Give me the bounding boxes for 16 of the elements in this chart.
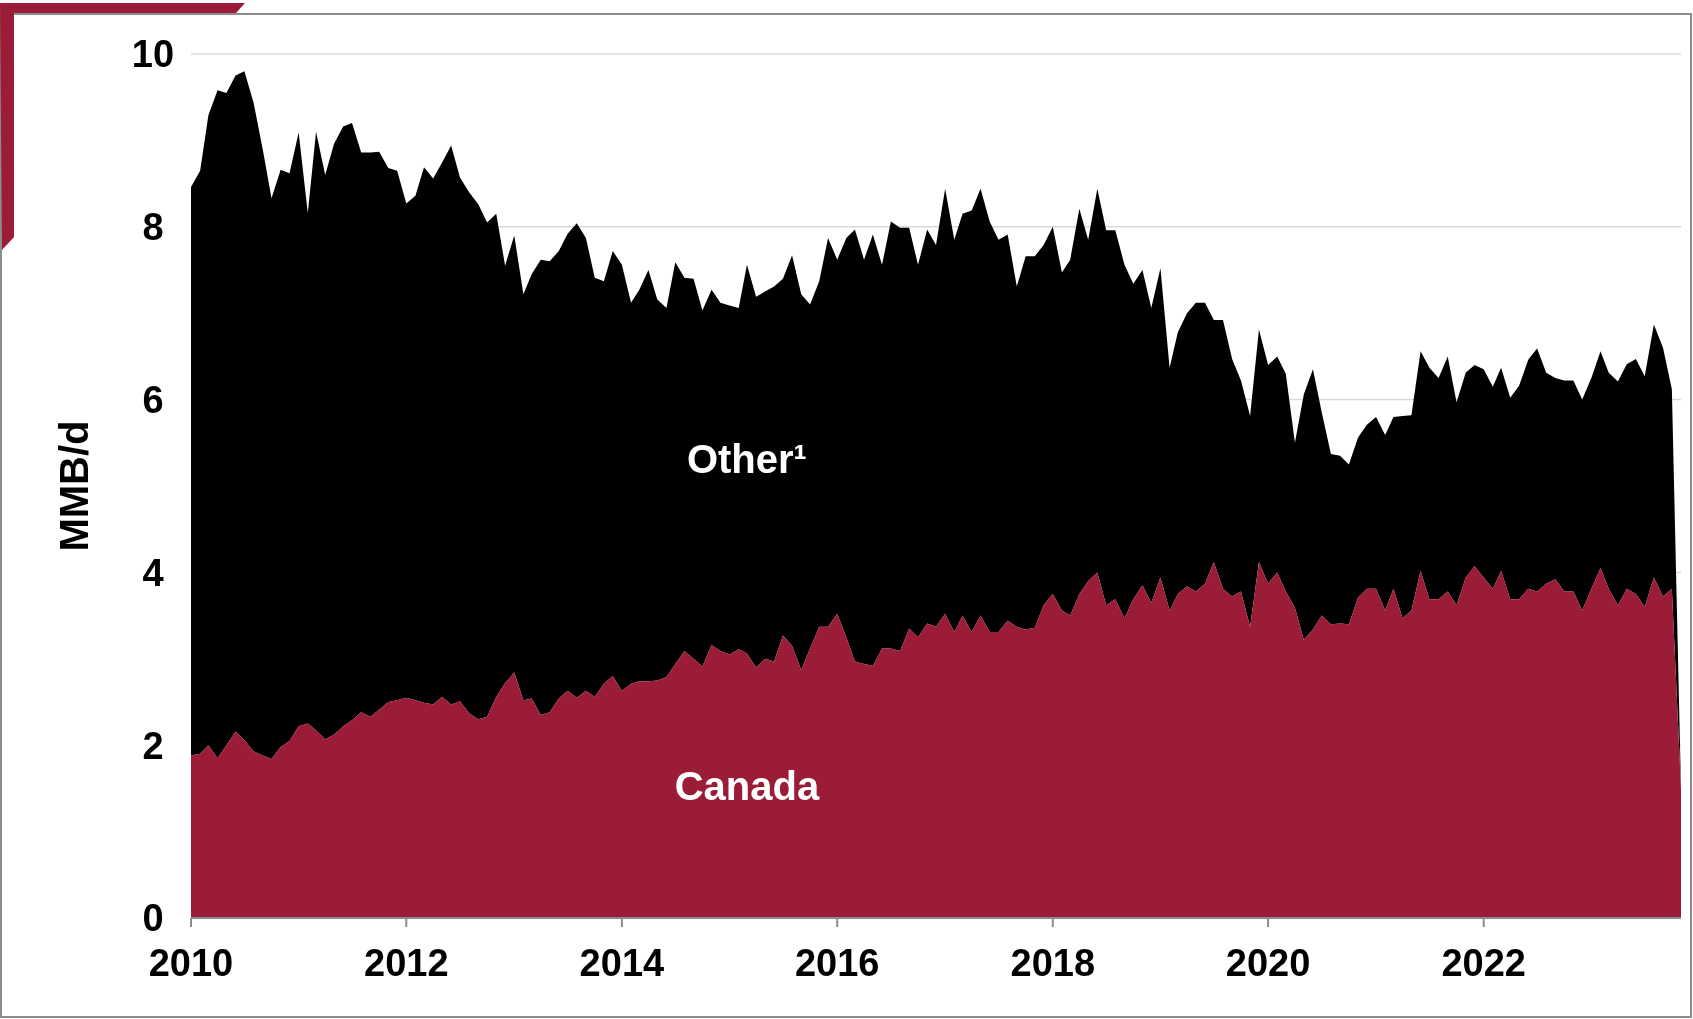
x-tick-label: 2010 xyxy=(148,942,234,984)
series-label: Canada xyxy=(674,763,820,808)
y-tick-label: 4 xyxy=(142,551,164,594)
x-tick-label: 2016 xyxy=(794,942,880,984)
y-tick-label: 10 xyxy=(131,33,175,76)
series-label: Other¹ xyxy=(686,437,807,482)
x-tick-label: 2020 xyxy=(1225,942,1311,984)
y-tick-label: 8 xyxy=(142,206,164,249)
x-tick-label: 2012 xyxy=(364,942,449,984)
y-axis-title: MMB/d xyxy=(52,420,96,552)
x-tick-label: 2018 xyxy=(1010,942,1096,984)
x-tick-label: 2014 xyxy=(579,942,665,984)
y-tick-label: 2 xyxy=(142,724,164,767)
y-tick-label: 6 xyxy=(142,378,164,421)
y-tick-label: 0 xyxy=(142,897,164,940)
x-tick-label: 2022 xyxy=(1441,942,1526,984)
